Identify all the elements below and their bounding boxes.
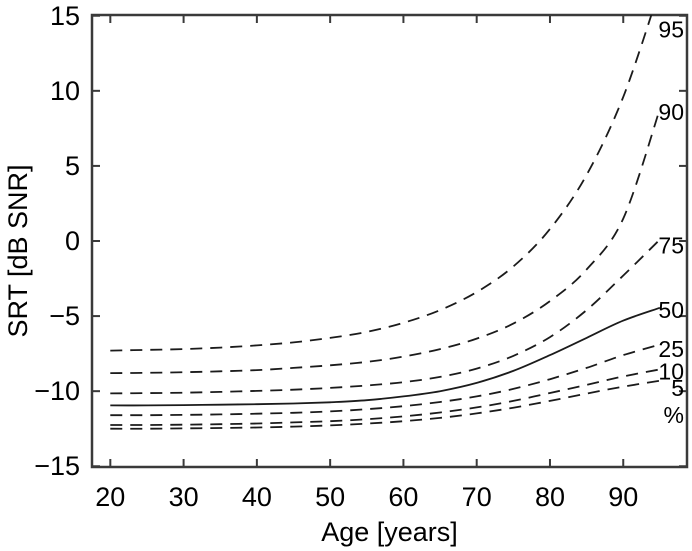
axes-frame	[90, 13, 689, 469]
percentile-curve-90	[110, 108, 661, 374]
x-tick-label: 40	[242, 482, 272, 512]
y-tick-label: −15	[34, 451, 80, 481]
axis-ticks	[92, 14, 687, 468]
percentile-curve-75	[110, 238, 661, 395]
percentile-curve-5	[110, 379, 661, 430]
axis-tick-labels: 20 30 40 50 60 70 80 90 −15 −10 −5 0 5 10 15	[34, 1, 638, 512]
percent-sign-label: %	[664, 402, 684, 428]
y-tick-label: 0	[65, 226, 80, 256]
y-tick-label: 10	[50, 76, 80, 106]
percentile-label-50: 50	[658, 297, 684, 323]
y-tick-label: −5	[49, 301, 80, 331]
percentile-label-5: 5	[671, 375, 684, 401]
x-tick-label: 30	[169, 482, 199, 512]
percentile-curve-50	[110, 306, 661, 407]
plot-frame	[90, 13, 689, 469]
x-axis-title: Age [years]	[321, 517, 458, 547]
percentile-label-75: 75	[658, 233, 684, 259]
x-tick-label: 80	[535, 482, 565, 512]
percentile-curve-95	[110, 15, 653, 352]
percentile-curve-25	[110, 343, 661, 417]
percentile-curves	[110, 15, 661, 430]
percentile-curve-10	[110, 368, 661, 426]
y-axis-title: SRT [dB SNR]	[3, 164, 33, 337]
percentile-label-90: 90	[658, 99, 684, 125]
x-tick-label: 60	[388, 482, 418, 512]
y-tick-label: 15	[50, 1, 80, 31]
x-tick-label: 90	[608, 482, 638, 512]
y-tick-label: 5	[65, 151, 80, 181]
percentile-label-10: 10	[658, 359, 684, 385]
y-tick-label: −10	[34, 376, 80, 406]
x-tick-label: 50	[315, 482, 345, 512]
x-tick-label: 70	[462, 482, 492, 512]
percentile-label-25: 25	[658, 336, 684, 362]
percentile-label-95: 95	[658, 16, 684, 42]
x-tick-label: 20	[95, 482, 125, 512]
